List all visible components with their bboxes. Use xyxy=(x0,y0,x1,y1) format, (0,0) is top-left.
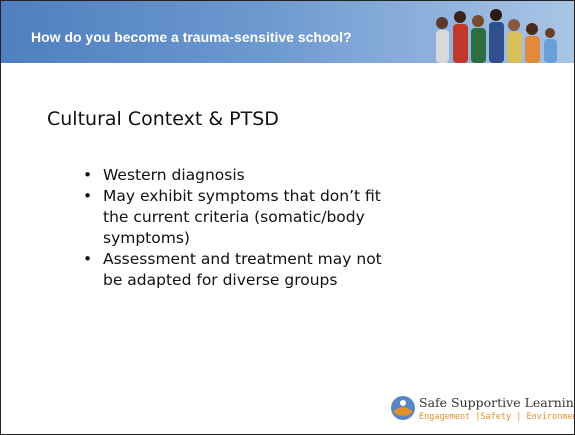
logo-tagline: Engagement |Safety | Environment xyxy=(419,412,575,422)
bullet-list: Western diagnosis May exhibit symptoms t… xyxy=(79,165,399,291)
bullet: Western diagnosis xyxy=(79,165,399,186)
logo-icon xyxy=(389,394,417,422)
students-image xyxy=(426,5,566,63)
header-title: How do you become a trauma-sensitive sch… xyxy=(31,29,352,45)
logo-title: Safe Supportive Learning xyxy=(419,395,575,410)
bullet: Assessment and treatment may not be adap… xyxy=(79,249,399,291)
bullet: May exhibit symptoms that don’t fit the … xyxy=(79,186,399,249)
slide-heading: Cultural Context & PTSD xyxy=(47,108,279,130)
slide: How do you become a trauma-sensitive sch… xyxy=(0,0,575,435)
header-bar: How do you become a trauma-sensitive sch… xyxy=(1,1,574,63)
